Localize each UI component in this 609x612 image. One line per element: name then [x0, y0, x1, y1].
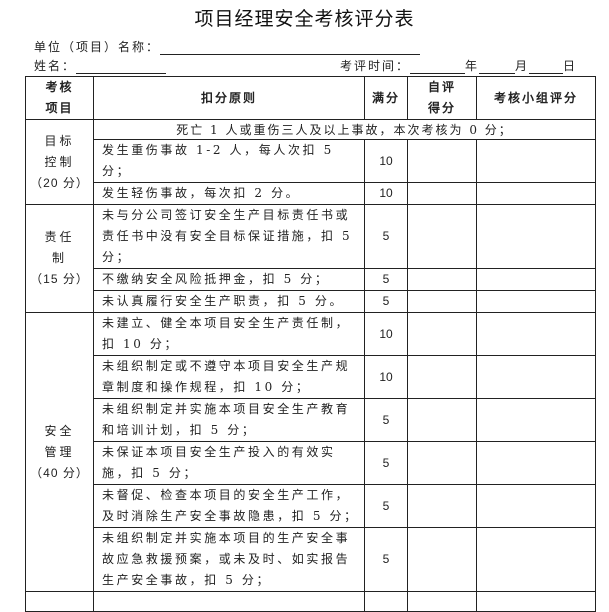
- group-score-cell[interactable]: [476, 484, 596, 528]
- self-score-cell[interactable]: [407, 204, 477, 269]
- table-row: 发生重伤事故 1-2 人，每人次扣 5 分； 10: [26, 139, 596, 183]
- unit-blank: [160, 41, 421, 55]
- full-score: 10: [364, 139, 408, 183]
- table-row: 未组织制定或不遵守本项目安全生产规章制度和操作规程，扣 10 分； 10: [26, 355, 596, 399]
- self-score-cell[interactable]: [407, 312, 477, 356]
- rule-text: 未建立、健全本项目安全生产责任制，扣 10 分；: [93, 312, 365, 356]
- score-table: 考核项目 扣分原则 满分 自评得分 考核小组评分 目标控制 （20 分） 死亡 1 …: [25, 76, 596, 612]
- self-score-cell[interactable]: [407, 268, 477, 291]
- month-blank: [479, 60, 516, 74]
- table-row: 未认真履行安全生产职责，扣 5 分。 5: [26, 290, 596, 313]
- section-item: 责任制 （15 分）: [25, 204, 94, 313]
- self-score-cell[interactable]: [407, 182, 477, 205]
- table-row: 未组织制定并实施本项目的生产安全事故应急救援预案，或未及时、如实报告生产安全事故…: [26, 527, 596, 592]
- section-note: 死亡 1 人或重伤三人及以上事故，本次考核为 0 分；: [93, 119, 596, 140]
- section-item: 目标控制 （20 分）: [25, 119, 94, 205]
- empty-cell: [364, 591, 408, 612]
- table-row: 责任制 （15 分） 未与分公司签订安全生产目标责任书或责任书中没有安全目标保证措施…: [25, 204, 596, 313]
- table-row: 不缴纳安全风险抵押金，扣 5 分； 5: [26, 268, 596, 291]
- rule-text: 发生轻伤事故，每次扣 2 分。: [93, 182, 365, 205]
- day-blank: [529, 60, 564, 74]
- full-score: 5: [364, 290, 408, 313]
- self-score-cell[interactable]: [407, 527, 477, 592]
- section-name: 责任制: [44, 230, 75, 265]
- table-row: 未保证本项目安全生产投入的有效实施，扣 5 分； 5: [26, 441, 596, 485]
- date-field: 考评时间： 年 月 日: [340, 57, 577, 74]
- table-row: 未组织制定并实施本项目安全生产教育和培训计划，扣 5 分； 5: [26, 398, 596, 442]
- month-label: 月: [515, 59, 530, 73]
- empty-cell: [25, 591, 94, 612]
- full-score: 10: [364, 355, 408, 399]
- group-score-cell[interactable]: [476, 312, 596, 356]
- full-score: 5: [364, 268, 408, 291]
- name-label: 姓名：: [34, 59, 77, 73]
- rule-text: 未组织制定并实施本项目的生产安全事故应急救援预案，或未及时、如实报告生产安全事故…: [93, 527, 365, 592]
- unit-field: 单位（项目）名称：: [34, 38, 421, 55]
- self-score-cell[interactable]: [407, 484, 477, 528]
- full-score: 10: [364, 312, 408, 356]
- note-row: 目标控制 （20 分） 死亡 1 人或重伤三人及以上事故，本次考核为 0 分；: [25, 119, 596, 205]
- empty-cell: [93, 591, 365, 612]
- full-score: 5: [364, 204, 408, 269]
- name-blank: [76, 60, 167, 74]
- section-points: （20 分）: [30, 175, 89, 190]
- empty-cell[interactable]: [407, 591, 477, 612]
- self-score-cell[interactable]: [407, 290, 477, 313]
- section-name: 安全管理: [44, 423, 75, 459]
- header-full: 满分: [364, 76, 408, 120]
- year-blank: [410, 60, 466, 74]
- section-points: （40 分）: [30, 465, 89, 480]
- self-score-cell[interactable]: [407, 398, 477, 442]
- rule-text: 未组织制定并实施本项目安全生产教育和培训计划，扣 5 分；: [93, 398, 365, 442]
- day-label: 日: [563, 59, 578, 73]
- rule-text: 未认真履行安全生产职责，扣 5 分。: [93, 290, 365, 313]
- group-score-cell[interactable]: [476, 139, 596, 183]
- rule-text: 未与分公司签订安全生产目标责任书或责任书中没有安全目标保证措施，扣 5 分；: [93, 204, 365, 269]
- full-score: 5: [364, 398, 408, 442]
- year-label: 年: [465, 59, 480, 73]
- table-row: 未督促、检查本项目的安全生产工作，及时消除生产安全事故隐患，扣 5 分； 5: [26, 484, 596, 528]
- group-score-cell[interactable]: [476, 355, 596, 399]
- header-item: 考核项目: [25, 76, 94, 120]
- group-score-cell[interactable]: [476, 204, 596, 269]
- header-self: 自评得分: [407, 76, 477, 120]
- header-group: 考核小组评分: [476, 76, 596, 120]
- group-score-cell[interactable]: [476, 182, 596, 205]
- header-rule: 扣分原则: [93, 76, 365, 120]
- rule-text: 未保证本项目安全生产投入的有效实施，扣 5 分；: [93, 441, 365, 485]
- header-row: 考核项目 扣分原则 满分 自评得分 考核小组评分: [25, 76, 596, 120]
- table-row: 安全管理 （40 分） 未建立、健全本项目安全生产责任制，扣 10 分； 10: [25, 312, 596, 592]
- group-score-cell[interactable]: [476, 290, 596, 313]
- group-score-cell[interactable]: [476, 527, 596, 592]
- table-row: [25, 591, 596, 612]
- self-score-cell[interactable]: [407, 355, 477, 399]
- full-score: 10: [364, 182, 408, 205]
- rule-text: 未组织制定或不遵守本项目安全生产规章制度和操作规程，扣 10 分；: [93, 355, 365, 399]
- section-points: （15 分）: [30, 272, 89, 286]
- full-score: 5: [364, 527, 408, 592]
- self-score-cell[interactable]: [407, 139, 477, 183]
- rule-text: 发生重伤事故 1-2 人，每人次扣 5 分；: [93, 139, 365, 183]
- group-score-cell[interactable]: [476, 441, 596, 485]
- name-field: 姓名：: [34, 57, 167, 74]
- empty-cell[interactable]: [476, 591, 596, 612]
- table-row: 发生轻伤事故，每次扣 2 分。 10: [26, 182, 596, 205]
- section-item: 安全管理 （40 分）: [25, 312, 94, 592]
- section-name: 目标控制: [44, 133, 75, 169]
- rule-text: 未督促、检查本项目的安全生产工作，及时消除生产安全事故隐患，扣 5 分；: [93, 484, 365, 528]
- date-label: 考评时间：: [340, 59, 411, 73]
- full-score: 5: [364, 441, 408, 485]
- group-score-cell[interactable]: [476, 268, 596, 291]
- unit-label: 单位（项目）名称：: [34, 40, 161, 54]
- group-score-cell[interactable]: [476, 398, 596, 442]
- self-score-cell[interactable]: [407, 441, 477, 485]
- rule-text: 不缴纳安全风险抵押金，扣 5 分；: [93, 268, 365, 291]
- full-score: 5: [364, 484, 408, 528]
- page-title: 项目经理安全考核评分表: [194, 8, 415, 30]
